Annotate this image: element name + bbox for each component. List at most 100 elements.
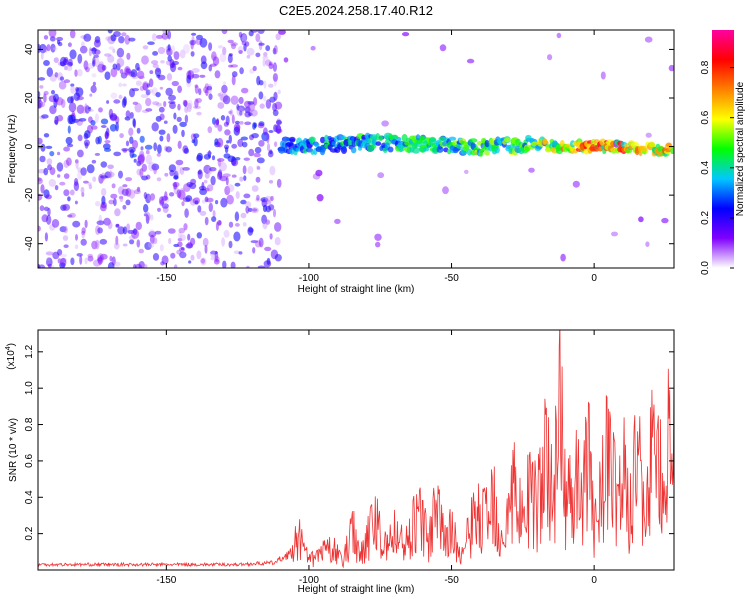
spectrogram-cell bbox=[275, 124, 282, 134]
spectrogram-cell bbox=[94, 49, 101, 55]
spectrogram-cell bbox=[211, 55, 216, 59]
spectrogram-cell bbox=[91, 159, 97, 164]
spectrogram-cell bbox=[151, 163, 160, 171]
colorbar-tick-label: 0.2 bbox=[700, 211, 711, 225]
spectrogram-cell bbox=[158, 129, 166, 135]
spectrogram-cell bbox=[179, 49, 186, 59]
spectrogram-cell bbox=[66, 157, 72, 166]
spectrogram-cell bbox=[261, 131, 270, 142]
spectrogram-cell bbox=[256, 197, 260, 201]
spectrogram-cell bbox=[54, 99, 58, 103]
spectrogram-cell bbox=[275, 33, 281, 41]
spectrogram-cell bbox=[161, 255, 169, 265]
colorbar-tick-label: 0.8 bbox=[700, 60, 711, 74]
spectrogram-cell bbox=[40, 50, 44, 60]
spectrogram-cell bbox=[49, 151, 55, 157]
spectrogram-cell bbox=[258, 140, 265, 147]
spectrogram-cell bbox=[43, 60, 50, 66]
spectrogram-cell bbox=[63, 225, 68, 234]
spectrogram-cell bbox=[228, 110, 233, 114]
spectrogram-cell bbox=[648, 142, 656, 148]
spectrogram-cell bbox=[396, 137, 402, 142]
spectrogram-cell bbox=[244, 121, 252, 126]
spectrogram-cell bbox=[59, 181, 66, 186]
spectrogram-cell bbox=[112, 48, 116, 53]
spectrogram-cell bbox=[122, 226, 128, 235]
spectrogram-cell bbox=[125, 177, 133, 182]
spectrogram-cell bbox=[39, 43, 47, 54]
spectrogram-cell bbox=[74, 178, 79, 186]
spectrogram-cell bbox=[270, 195, 274, 202]
spectrogram-cell bbox=[230, 261, 236, 268]
spectrogram-cell bbox=[254, 146, 262, 154]
spectrogram-cell bbox=[142, 82, 148, 91]
spectrogram-cell bbox=[104, 140, 111, 144]
spectrogram-cell bbox=[124, 116, 131, 121]
spectrogram-cell bbox=[231, 71, 238, 78]
spectrogram-cell bbox=[97, 256, 103, 265]
spectrogram-cell bbox=[159, 113, 165, 121]
spectrogram-cell bbox=[75, 159, 79, 169]
spectrogram-cell bbox=[141, 55, 149, 65]
spectrogram-cell bbox=[528, 167, 535, 173]
spectrogram-cell bbox=[70, 83, 75, 87]
spectrogram-cell bbox=[165, 87, 173, 96]
spectrogram-cell bbox=[204, 196, 209, 203]
spectrogram-cell bbox=[265, 219, 271, 225]
spectrogram-cell bbox=[177, 241, 183, 248]
spectrogram-cell bbox=[145, 108, 153, 112]
spectrogram-cell bbox=[237, 105, 246, 112]
spectrogram-cell bbox=[230, 95, 239, 105]
spectrogram-cell bbox=[250, 30, 258, 33]
spectrogram-cell bbox=[103, 147, 112, 152]
spectrogram-cell bbox=[229, 109, 234, 116]
spectrogram-cell bbox=[442, 186, 449, 195]
spectrogram-cell bbox=[87, 255, 94, 262]
spectrogram-cell bbox=[237, 138, 244, 148]
spectrogram-cell bbox=[219, 175, 228, 182]
spectrogram-cell bbox=[91, 73, 97, 78]
spectrogram-cell bbox=[177, 85, 183, 93]
spectrogram-cell bbox=[141, 163, 147, 172]
spectrogram-cell bbox=[56, 114, 64, 122]
spectrogram-cell bbox=[144, 242, 152, 250]
spectrogram-cell bbox=[248, 227, 254, 233]
spectrogram-cell bbox=[90, 85, 97, 94]
colorbar-tick-label: 0.0 bbox=[700, 261, 711, 275]
spectrogram-cell bbox=[277, 89, 281, 95]
spectrogram-cell bbox=[75, 159, 79, 164]
spectrogram-cell bbox=[310, 45, 316, 51]
spectrogram-cell bbox=[74, 244, 79, 250]
spectrogram-cell bbox=[107, 54, 115, 63]
spectrogram-cell bbox=[75, 234, 78, 241]
spectrogram-cell bbox=[43, 35, 49, 40]
spectrogram-cell bbox=[137, 70, 145, 80]
spectrogram-cell bbox=[258, 42, 265, 46]
spectrogram-cell bbox=[145, 212, 151, 221]
colorbar-tick-label: 0.4 bbox=[700, 160, 711, 174]
spectrogram-cell bbox=[172, 60, 179, 66]
spectrogram-cell bbox=[54, 115, 59, 126]
spectrogram-cell bbox=[230, 42, 238, 47]
spectrogram-cell bbox=[257, 30, 265, 34]
snr-xlabel: Height of straight line (km) bbox=[298, 584, 415, 595]
spectrogram-cell bbox=[111, 256, 116, 266]
spectrogram-cell bbox=[273, 45, 278, 55]
spectrogram-cell bbox=[168, 237, 172, 245]
spectrogram-cell bbox=[77, 149, 84, 158]
spectrogram-cell bbox=[161, 195, 169, 201]
spectrogram-cell bbox=[166, 73, 173, 81]
spectrogram-cell bbox=[118, 36, 125, 44]
spectrogram-cell bbox=[121, 188, 129, 196]
spectrogram-cell bbox=[97, 227, 103, 234]
spectrogram-cell bbox=[115, 224, 120, 228]
spectrogram-cell bbox=[216, 137, 224, 148]
spectrogram-cell bbox=[241, 141, 248, 148]
spectrogram-cell bbox=[256, 194, 260, 201]
spectrogram-ticks: -150 -100 -50 0 -40 -20 0 20 40 bbox=[24, 30, 674, 284]
spectrogram-cell bbox=[149, 229, 155, 235]
spectrogram-cell bbox=[101, 195, 106, 205]
spectrogram-cell bbox=[219, 91, 224, 101]
spectrogram-cell bbox=[91, 240, 98, 250]
